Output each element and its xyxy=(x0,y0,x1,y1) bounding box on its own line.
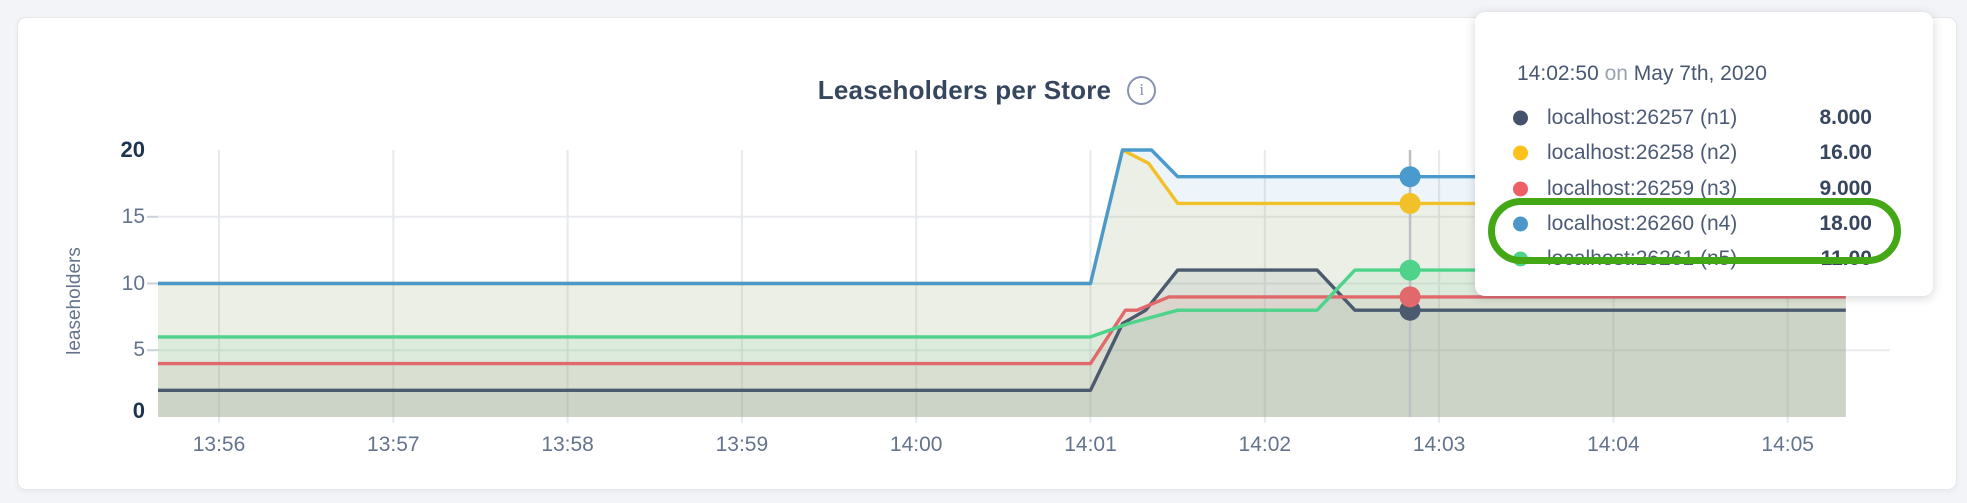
tooltip-series-value: 18.00 xyxy=(1819,212,1872,235)
series-area xyxy=(158,270,1846,417)
series-color-dot xyxy=(1513,145,1528,161)
series-area xyxy=(158,270,1846,417)
series-color-dot xyxy=(1513,181,1528,197)
x-tick-label: 14:04 xyxy=(1587,433,1640,456)
chart-title: Leaseholders per Store xyxy=(817,74,1112,105)
tooltip-series-label: localhost:26260 (n4) xyxy=(1547,212,1738,235)
tooltip-row: localhost:26260 (n4) 18.00 xyxy=(1475,207,1933,241)
tooltip-row: localhost:26258 (n2) 16.00 xyxy=(1475,136,1933,170)
series-line xyxy=(158,268,1846,339)
tooltip-row: localhost:26257 (n1) 8.000 xyxy=(1475,101,1933,135)
series-area xyxy=(158,296,1846,417)
tooltip-series-value: 11.00 xyxy=(1820,247,1872,270)
series-color-dot xyxy=(1513,251,1528,267)
x-tick-label: 13:56 xyxy=(192,433,246,456)
x-tick-label: 13:57 xyxy=(367,433,420,456)
hover-tooltip: 14:02:50 on May 7th, 2020 localhost:2625… xyxy=(1475,12,1933,296)
tooltip-series-label: localhost:26259 (n3) xyxy=(1547,177,1738,200)
tooltip-series-value: 16.00 xyxy=(1819,141,1872,164)
x-tick-label: 13:58 xyxy=(541,433,594,456)
tooltip-timestamp: 14:02:50 on May 7th, 2020 xyxy=(1517,62,1767,86)
tooltip-series-value: 8.000 xyxy=(1819,106,1872,129)
hover-point-dot xyxy=(1399,166,1421,188)
y-tick-label: 10 xyxy=(121,271,145,295)
series-line xyxy=(158,148,1846,286)
chart-header: Leaseholders per Store i xyxy=(18,70,1956,110)
series-color-dot xyxy=(1513,216,1528,232)
hover-point-dot xyxy=(1399,192,1421,214)
x-tick-label: 13:59 xyxy=(715,433,769,456)
series-color-dot xyxy=(1513,110,1528,126)
tooltip-series-value: 9.000 xyxy=(1819,177,1872,200)
hover-point-dot xyxy=(1399,286,1421,308)
tooltip-date: May 7th, 2020 xyxy=(1633,62,1767,85)
hover-point-dot xyxy=(1399,259,1421,281)
y-tick-label: 15 xyxy=(121,204,145,228)
series-line xyxy=(158,295,1846,366)
x-tick-label: 14:05 xyxy=(1761,433,1814,456)
tooltip-series-label: localhost:26257 (n1) xyxy=(1547,106,1738,129)
x-tick-label: 14:02 xyxy=(1238,433,1292,456)
tooltip-conjunction: on xyxy=(1604,62,1628,85)
x-tick-label: 14:00 xyxy=(889,433,943,456)
tooltip-series-label: localhost:26258 (n2) xyxy=(1547,141,1738,164)
y-tick-label: 0 xyxy=(132,398,145,423)
info-icon[interactable]: i xyxy=(1127,75,1157,105)
x-tick-label: 14:03 xyxy=(1412,433,1466,456)
tooltip-row: localhost:26259 (n3) 9.000 xyxy=(1475,172,1933,206)
y-tick-label: 20 xyxy=(120,137,145,162)
tooltip-series-label: localhost:26261 (n5) xyxy=(1547,247,1738,270)
series-line xyxy=(158,268,1846,392)
y-tick-label: 5 xyxy=(133,338,145,362)
x-tick-label: 14:01 xyxy=(1064,433,1117,456)
tooltip-time: 14:02:50 xyxy=(1517,62,1599,85)
tooltip-row: localhost:26261 (n5) 11.00 xyxy=(1475,242,1933,276)
